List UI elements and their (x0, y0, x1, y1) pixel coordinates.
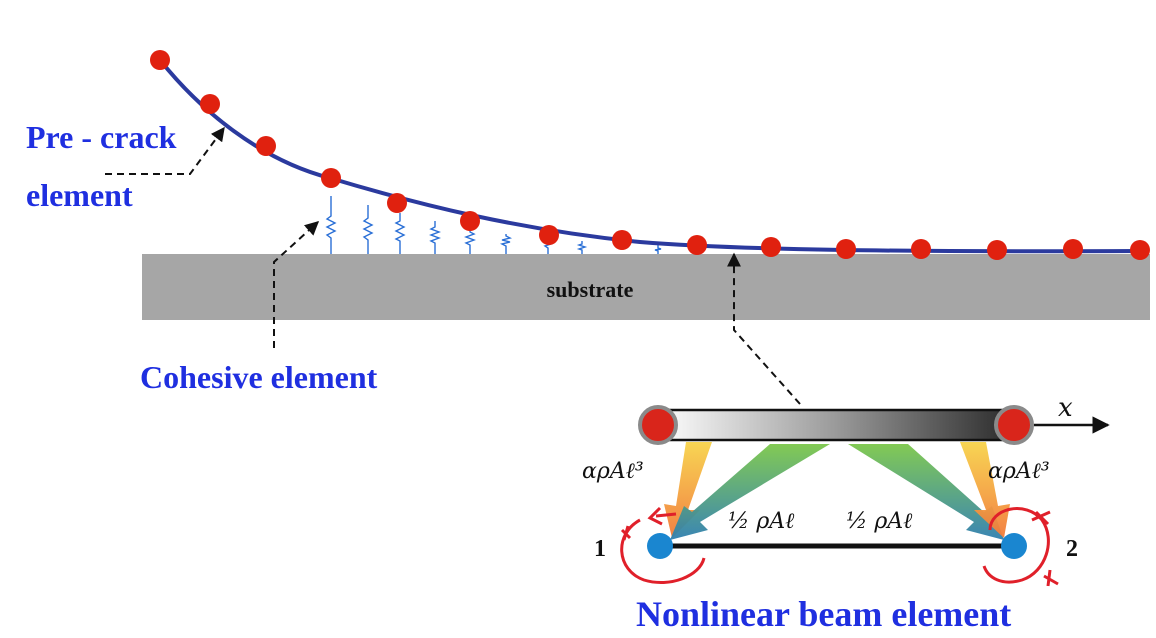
deformed-beam-curve (158, 58, 1141, 254)
beam-node (836, 239, 856, 259)
spring-8 (576, 241, 588, 254)
beam-element-bar (656, 408, 1016, 442)
node-2-label: 2 (1066, 536, 1078, 562)
beam-node (460, 211, 480, 231)
spring-5 (464, 227, 476, 254)
half-mass-label-left: ½ ρAℓ (728, 509, 795, 534)
spring-4 (429, 221, 441, 254)
lumped-node-2 (1001, 533, 1027, 559)
lumped-node-1 (647, 533, 673, 559)
nonlinear-beam-label: Nonlinear beam element (636, 594, 1011, 634)
precrack-leader (105, 126, 225, 175)
beam-node (987, 240, 1007, 260)
beam-node (256, 136, 276, 156)
beam-end-node-right (994, 405, 1034, 445)
x-axis-label: x (1058, 393, 1073, 423)
beam-node (387, 193, 407, 213)
beam-node (1130, 240, 1150, 260)
node-1-label: 1 (594, 536, 606, 562)
substrate-block (142, 254, 1150, 320)
rot-mass-label-left: αρAℓ³ (582, 459, 644, 484)
beam-node (687, 235, 707, 255)
beam-node (612, 230, 632, 250)
beam-node (200, 94, 220, 114)
beam-end-node-left (638, 405, 678, 445)
cohesive-leader (273, 221, 320, 348)
precrack-label-line1: Pre - crack (26, 119, 177, 155)
spring-9 (654, 244, 662, 254)
substrate-label: substrate (547, 277, 634, 302)
beam-node (321, 168, 341, 188)
trans-mass-arrow-left (670, 444, 830, 540)
spring-2 (362, 205, 374, 254)
cohesive-label: Cohesive element (140, 359, 378, 395)
beam-nodes (150, 50, 1150, 260)
cohesive-springs (325, 196, 662, 254)
spring-1 (325, 196, 337, 254)
beam-node (761, 237, 781, 257)
rotation-arrow-right (982, 507, 1059, 587)
beam-node (539, 225, 559, 245)
beam-element-leader (727, 252, 801, 405)
spring-3 (394, 213, 406, 254)
beam-node (1063, 239, 1083, 259)
trans-mass-arrow-right (848, 444, 1004, 540)
half-mass-label-right: ½ ρAℓ (846, 509, 913, 534)
rot-mass-label-right: αρAℓ³ (988, 459, 1050, 484)
rotation-arrow-left (620, 506, 706, 585)
beam-node (911, 239, 931, 259)
beam-node (150, 50, 170, 70)
spring-6 (499, 234, 513, 254)
precrack-label-line2: element (26, 177, 133, 213)
